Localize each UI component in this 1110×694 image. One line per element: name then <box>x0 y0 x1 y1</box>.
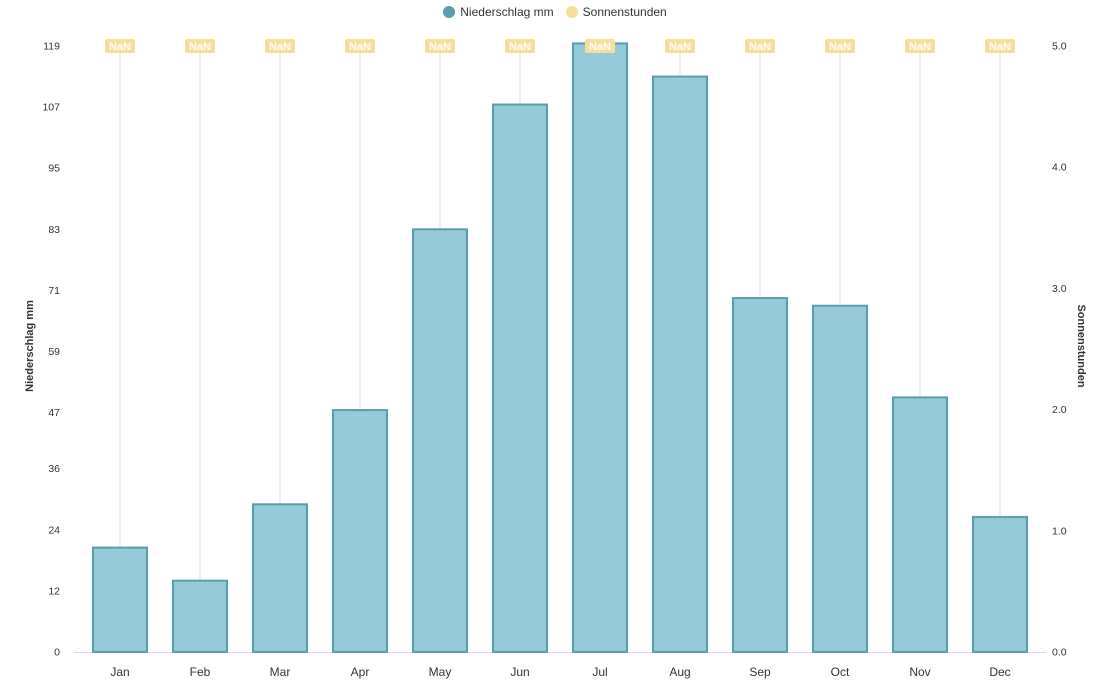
legend-swatch-niederschlag <box>443 6 456 18</box>
sun-label-bg <box>105 39 135 53</box>
y-left-axis-title: Niederschlag mm <box>24 300 36 392</box>
x-tick-label: Jun <box>510 665 529 679</box>
sun-data-label: NaN <box>269 41 291 53</box>
y-right-tick-label: 2.0 <box>1052 404 1067 416</box>
sun-label-bg <box>585 39 615 53</box>
legend: Niederschlag mm Sonnenstunden <box>0 5 1110 19</box>
y-left-tick-label: 71 <box>48 285 60 297</box>
y-left-tick-label: 12 <box>48 585 60 597</box>
x-tick-label: Oct <box>831 665 850 679</box>
sun-data-label: NaN <box>829 41 851 53</box>
sun-label-bg <box>745 39 775 53</box>
sun-data-label: NaN <box>669 41 691 53</box>
x-tick-label: Mar <box>270 665 291 679</box>
bar-apr[interactable] <box>332 409 388 654</box>
y-right-tick-label: 4.0 <box>1052 162 1067 174</box>
sun-data-label: NaN <box>749 41 771 53</box>
y-left-tick-label: 119 <box>43 41 60 53</box>
sun-label-bg <box>665 39 695 53</box>
x-tick-label: Apr <box>351 665 370 679</box>
x-tick-label: Jan <box>110 665 129 679</box>
bar-may[interactable] <box>412 228 468 653</box>
sun-label-bg <box>985 39 1015 53</box>
bar-mar[interactable] <box>252 503 308 654</box>
y-right-tick-label: 5.0 <box>1052 41 1067 53</box>
legend-label-niederschlag: Niederschlag mm <box>460 5 554 19</box>
sun-label-bg <box>825 39 855 53</box>
x-tick-label: Nov <box>909 665 930 679</box>
bar-nov[interactable] <box>892 396 948 653</box>
y-left-tick-label: 0 <box>54 647 60 659</box>
sun-data-label: NaN <box>429 41 451 53</box>
x-tick-label: Feb <box>190 665 211 679</box>
bar-sep[interactable] <box>732 297 788 653</box>
y-left-tick-label: 95 <box>48 163 60 175</box>
y-left-tick-label: 59 <box>48 346 60 358</box>
sun-label-bg <box>265 39 295 53</box>
legend-item-sonnenstunden[interactable]: Sonnenstunden <box>565 5 667 19</box>
sun-label-bg <box>185 39 215 53</box>
sun-data-label: NaN <box>509 41 531 53</box>
y-left-tick-label: 36 <box>48 463 60 475</box>
y-right-tick-label: 1.0 <box>1052 525 1067 537</box>
sun-label-bg <box>425 39 455 53</box>
x-tick-label: Jul <box>592 665 607 679</box>
sun-data-label: NaN <box>109 41 131 53</box>
x-tick-label: May <box>429 665 452 679</box>
sun-data-label: NaN <box>909 41 931 53</box>
bar-feb[interactable] <box>172 579 228 653</box>
sun-label-bg <box>505 39 535 53</box>
legend-swatch-sonnenstunden <box>565 6 578 18</box>
y-right-tick-label: 3.0 <box>1052 283 1067 295</box>
bar-oct[interactable] <box>812 304 868 653</box>
sun-label-bg <box>345 39 375 53</box>
y-left-tick-label: 47 <box>48 407 60 419</box>
sun-data-label: NaN <box>189 41 211 53</box>
bar-dec[interactable] <box>972 516 1028 653</box>
sun-data-label: NaN <box>589 41 611 53</box>
sun-label-bg <box>905 39 935 53</box>
bar-aug[interactable] <box>652 75 708 653</box>
x-tick-label: Dec <box>989 665 1010 679</box>
y-left-tick-label: 83 <box>48 224 60 236</box>
bar-jul[interactable] <box>572 42 628 653</box>
x-tick-label: Aug <box>669 665 690 679</box>
legend-item-niederschlag[interactable]: Niederschlag mm <box>443 5 554 19</box>
bar-jan[interactable] <box>92 546 148 653</box>
sun-data-label: NaN <box>349 41 371 53</box>
bar-jun[interactable] <box>492 103 548 653</box>
x-tick-label: Sep <box>749 665 771 679</box>
y-left-tick-label: 24 <box>48 524 60 536</box>
y-left-tick-label: 107 <box>42 102 60 114</box>
legend-label-sonnenstunden: Sonnenstunden <box>582 5 667 19</box>
sun-data-label: NaN <box>989 41 1011 53</box>
y-right-tick-label: 0.0 <box>1052 647 1067 659</box>
y-right-axis-title: Sonnenstunden <box>1075 304 1087 387</box>
